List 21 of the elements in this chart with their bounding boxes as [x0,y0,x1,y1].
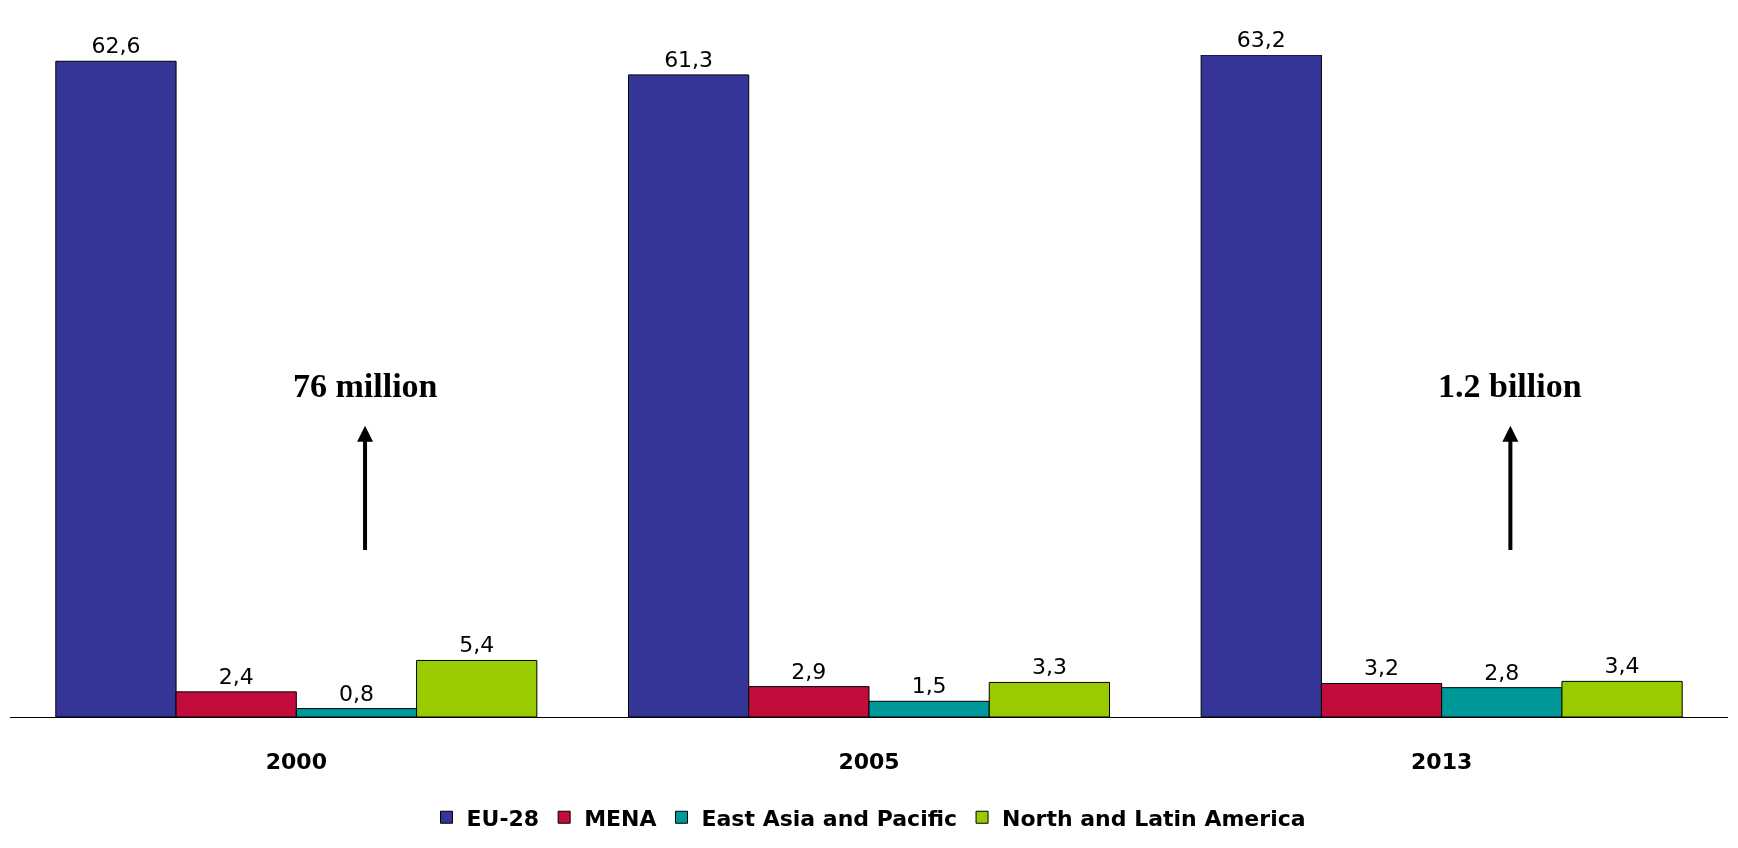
legend-label: East Asia and Pacific [701,805,958,831]
x-tick-label: 2000 [265,749,327,775]
data-label: 1,5 [911,673,947,699]
data-label: 2,8 [1484,659,1520,685]
data-label: 2,4 [218,663,254,689]
annotation: 76 million [293,367,438,404]
data-label: 3,2 [1364,655,1400,681]
data-label: 63,2 [1236,27,1286,52]
x-tick-label: 2013 [1411,749,1473,775]
x-tick-label: 2005 [838,749,900,775]
legend-label: North and Latin America [1002,805,1306,831]
data-label: 3,4 [1604,653,1640,679]
data-label: 61,3 [664,46,714,72]
annotation: 1.2 billion [1438,367,1582,404]
legend-label: EU-28 [466,805,540,831]
legend-label: MENA [584,805,657,831]
data-label: 0,8 [338,680,374,706]
data-label: 62,6 [91,33,141,59]
data-label: 2,9 [791,658,827,684]
data-label: 5,4 [459,632,495,658]
data-label: 3,3 [1031,654,1067,680]
